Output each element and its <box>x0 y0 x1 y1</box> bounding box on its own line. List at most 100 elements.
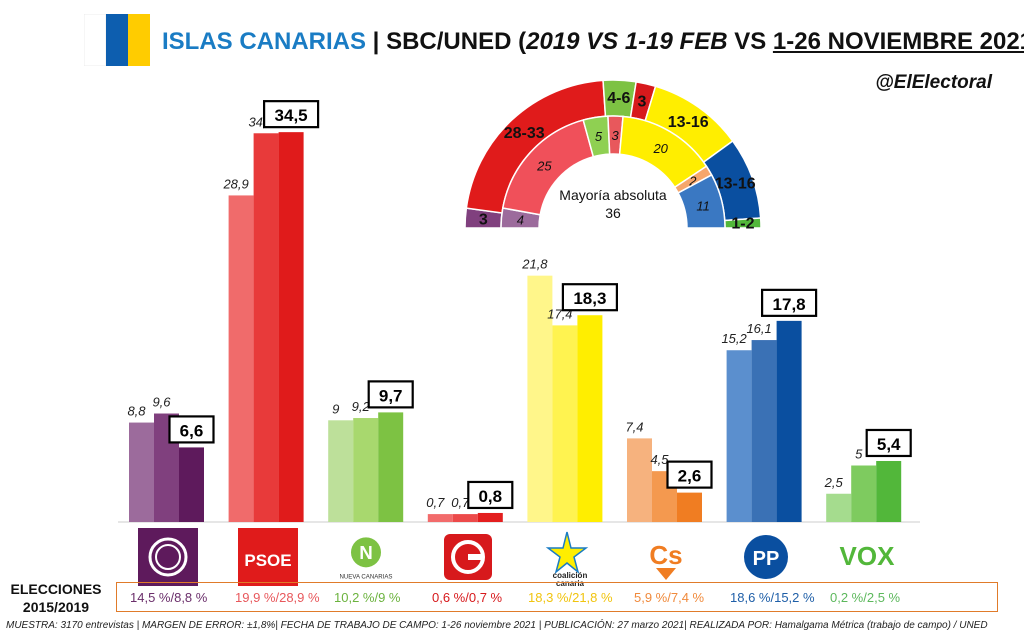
svg-text:N: N <box>359 542 373 563</box>
elections-value-psoe: 19,9 %/28,9 % <box>235 590 320 605</box>
chart-title: ISLAS CANARIAS | SBC/UNED (2019 VS 1-19 … <box>162 28 1024 56</box>
value-label-vox-3: 5,4 <box>877 435 901 454</box>
elections-value-cs: 5,9 %/7,4 % <box>634 590 705 605</box>
bar-psoe-2 <box>253 133 279 522</box>
bar-ccpnc-1 <box>427 514 453 522</box>
title-separator: | <box>366 28 387 55</box>
value-label-pp-1: 15,2 <box>721 331 747 346</box>
psoe-logo-icon: PSOE <box>238 528 298 586</box>
footer-note: MUESTRA: 3170 entrevistas | MARGEN DE ER… <box>6 620 988 631</box>
outer-seat-label-vox: 1-2 <box>731 216 754 233</box>
majority-label: Mayoría absoluta <box>559 187 667 203</box>
bar-podemos-1 <box>129 422 154 522</box>
majority-value: 36 <box>605 205 621 221</box>
bar-nueva-canarias-1 <box>328 420 354 522</box>
title-region: ISLAS CANARIAS <box>162 28 367 55</box>
title-compare: 2019 VS 1-19 FEB <box>526 28 728 55</box>
bar-pp-2 <box>751 340 777 522</box>
value-label-podemos-1: 8,8 <box>127 404 146 419</box>
value-box-nueva-canarias <box>367 380 414 409</box>
elections-value-nc: 10,2 %/9 % <box>334 590 401 605</box>
outer-seat-label-pp: 13-16 <box>715 176 756 193</box>
bar-pp-3 <box>776 320 802 522</box>
canarias-flag-icon <box>84 14 150 66</box>
bar-vox-3 <box>876 460 902 522</box>
bar-coalici-n-canaria-2 <box>552 325 578 522</box>
bars-group: 8,89,66,628,934,4 34,59 9,29,70,7 0,7 0,821,… <box>127 100 912 522</box>
value-label-cs-3: 2,6 <box>678 467 702 486</box>
inner-seat-label-ccpnc: 3 <box>611 128 619 143</box>
value-label-cs-1: 7,4 <box>625 419 643 434</box>
value-label-ccpnc-2: 0,7 <box>451 495 470 510</box>
outer-seat-label-ccpnc: 3 <box>637 93 646 110</box>
cs-logo-icon: Cs <box>649 540 683 580</box>
value-box-podemos <box>168 415 215 444</box>
inner-seat-label-pp: 11 <box>696 198 710 213</box>
bar-ccpnc-3 <box>477 512 503 522</box>
bar-nueva-canarias-3 <box>378 412 404 522</box>
value-box-ccpnc <box>467 480 514 510</box>
title-period: 1-26 NOVIEMBRE 2021 <box>772 28 1024 55</box>
value-label-vox-1: 2,5 <box>824 475 844 490</box>
cc-logo-text-1: coalición <box>553 571 588 580</box>
psoe-logo-text: PSOE <box>244 551 291 570</box>
value-label-pp-3: 17,8 <box>773 295 806 314</box>
author-handle: @ElElectoral <box>875 72 992 93</box>
bar-coalici-n-canaria-3 <box>577 315 603 522</box>
inner-seat-label-psoe: 25 <box>536 158 552 173</box>
pp-logo-text: PP <box>753 548 780 570</box>
value-label-nueva-canarias-2: 9,2 <box>352 399 371 414</box>
pp-logo-icon: PP <box>744 535 788 579</box>
value-box-pp <box>760 288 818 317</box>
bar-psoe-1 <box>228 195 254 522</box>
bar-psoe-3 <box>278 132 304 522</box>
value-label-coalici-n-canaria-3: 18,3 <box>573 289 606 308</box>
value-box-vox <box>865 428 912 458</box>
value-label-vox-2: 5 <box>855 447 863 462</box>
elections-value-pp: 18,6 %/15,2 % <box>730 590 815 605</box>
elections-box <box>116 582 998 612</box>
inner-seat-label-podemos: 4 <box>517 213 524 228</box>
value-box-cs <box>666 460 713 489</box>
coalicion-canaria-logo-icon: coalición canaria <box>545 531 589 586</box>
value-label-pp-2: 16,1 <box>746 321 771 336</box>
title-source: SBC/UNED ( <box>386 28 527 55</box>
elections-value-podemos: 14,5 %/8,8 % <box>130 590 208 605</box>
value-label-cs-2: 4,5 <box>650 452 669 467</box>
inner-seat-label-coalici-n-canaria: 20 <box>652 141 668 156</box>
inner-seat-label-cs: 2 <box>688 173 697 188</box>
elections-label: ELECCIONES 2015/2019 <box>10 581 102 615</box>
value-label-psoe-3: 34,5 <box>275 106 308 125</box>
bar-vox-2 <box>851 465 877 522</box>
value-label-nueva-canarias-3: 9,7 <box>379 386 403 405</box>
bar-coalici-n-canaria-1 <box>527 275 553 522</box>
bar-podemos-3 <box>179 447 204 522</box>
podemos-logo-icon <box>138 528 198 586</box>
outer-seat-label-nueva-canarias: 4-6 <box>607 90 630 107</box>
vox-logo-text: VOX <box>840 541 896 571</box>
value-label-podemos-2: 9,6 <box>152 395 171 410</box>
value-label-coalici-n-canaria-1: 21,8 <box>521 257 548 272</box>
outer-seat-label-coalici-n-canaria: 13-16 <box>668 114 709 131</box>
elections-value-cc: 18,3 %/21,8 % <box>528 590 613 605</box>
elections-value-ccpnc: 0,6 %/0,7 % <box>432 590 503 605</box>
outer-seat-label-podemos: 3 <box>479 211 488 228</box>
elections-value-vox: 0,2 %/2,5 % <box>830 590 901 605</box>
value-box-psoe <box>263 100 320 129</box>
outer-seat-label-psoe: 28-33 <box>504 125 545 142</box>
nc-logo-text: NUEVA CANARIAS <box>340 574 393 581</box>
value-label-ccpnc-1: 0,7 <box>426 495 445 510</box>
value-label-ccpnc-3: 0,8 <box>478 487 502 506</box>
inner-seat-label-nueva-canarias: 5 <box>595 129 603 144</box>
bar-pp-1 <box>726 350 752 522</box>
nueva-canarias-logo-icon: N NUEVA CANARIAS <box>340 537 393 581</box>
cs-logo-text: Cs <box>649 540 682 570</box>
bar-vox-1 <box>826 493 852 522</box>
bar-cs-1 <box>627 438 652 522</box>
inner-seat-arc-pp <box>677 173 726 229</box>
ccpnc-logo-icon <box>444 534 492 580</box>
vox-logo-icon: VOX <box>840 541 896 571</box>
value-box-coalici-n-canaria <box>561 283 619 312</box>
